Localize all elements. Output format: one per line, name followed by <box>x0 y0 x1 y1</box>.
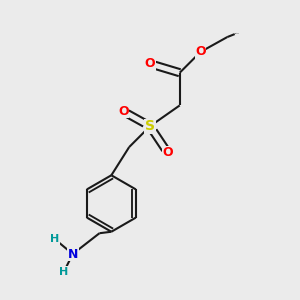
Text: H: H <box>50 234 59 244</box>
Text: N: N <box>68 248 78 260</box>
Text: S: S <box>145 119 155 133</box>
Text: O: O <box>163 146 173 160</box>
Text: O: O <box>145 57 155 70</box>
Text: methyl: methyl <box>235 33 240 34</box>
Text: O: O <box>118 105 129 118</box>
Text: O: O <box>195 45 206 58</box>
Text: H: H <box>59 267 68 277</box>
